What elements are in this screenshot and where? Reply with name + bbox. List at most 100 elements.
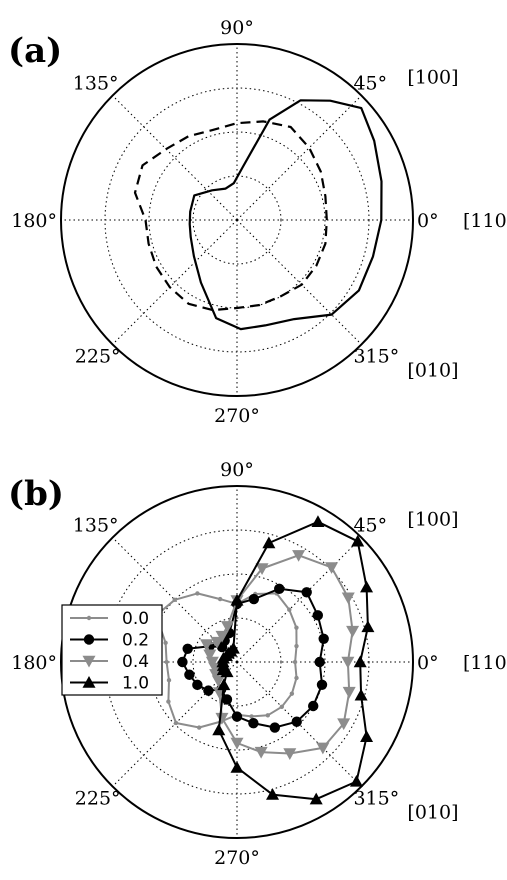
series-marker-0.4 xyxy=(341,592,355,605)
series-marker-0.0 xyxy=(289,691,295,696)
series-marker-1.0 xyxy=(361,620,375,633)
series-marker-0.0 xyxy=(294,675,299,681)
series-marker-1.0 xyxy=(212,723,226,736)
angle-label: 315° xyxy=(353,787,399,809)
legend-label-0.4: 0.4 xyxy=(122,652,149,672)
series-marker-0.0 xyxy=(265,713,270,718)
series-marker-0.2 xyxy=(274,583,285,595)
series-marker-0.4 xyxy=(200,639,214,651)
series-marker-0.4 xyxy=(292,550,306,562)
series-marker-1.0 xyxy=(353,655,367,668)
grid-spoke xyxy=(236,95,362,221)
angle-label: 225° xyxy=(75,345,121,367)
grid-spoke xyxy=(112,95,238,221)
series-marker-0.4 xyxy=(205,656,219,669)
angle-label: 180° xyxy=(11,652,57,674)
angle-label: 270° xyxy=(214,405,260,427)
series-marker-1.0 xyxy=(266,788,280,800)
series-marker-1.0 xyxy=(349,774,363,787)
series-marker-0.4 xyxy=(215,712,229,725)
direction-label-0: [110] xyxy=(463,210,507,232)
series-marker-0.4 xyxy=(211,675,225,688)
series-marker-0.0 xyxy=(249,714,254,719)
panel-label: (a) xyxy=(8,31,62,71)
series-marker-0.0 xyxy=(163,640,168,646)
series-marker-0.4 xyxy=(325,562,339,574)
series-line-dashed xyxy=(133,120,328,312)
angle-label: 225° xyxy=(75,787,121,809)
series-marker-0.2 xyxy=(314,656,325,668)
series-marker-0.0 xyxy=(166,699,171,704)
series-marker-0.4 xyxy=(215,630,229,643)
series-marker-0.2 xyxy=(177,656,188,668)
series-marker-0.4 xyxy=(230,737,244,750)
angle-label: 0° xyxy=(417,652,439,674)
angle-label: 45° xyxy=(353,515,387,537)
series-marker-0.0 xyxy=(173,720,179,726)
outer-circle xyxy=(60,485,414,839)
series-marker-0.0 xyxy=(172,597,177,602)
series-marker-1.0 xyxy=(217,678,231,691)
series-marker-0.4 xyxy=(254,746,268,759)
series-marker-0.0 xyxy=(294,625,299,630)
angle-label: 315° xyxy=(353,345,399,367)
series-marker-0.2 xyxy=(192,679,203,691)
angle-label: 270° xyxy=(214,847,260,869)
series-marker-0.4 xyxy=(255,563,269,575)
angle-label: 90° xyxy=(220,17,254,39)
series-marker-0.4 xyxy=(203,649,217,662)
series-marker-1.0 xyxy=(360,580,374,593)
outer-circle xyxy=(60,43,414,397)
series-marker-0.0 xyxy=(164,659,169,665)
angle-label: 135° xyxy=(73,515,119,537)
series-marker-1.0 xyxy=(311,515,325,527)
series-marker-0.0 xyxy=(195,591,200,596)
series-marker-0.2 xyxy=(318,633,329,644)
series-marker-0.2 xyxy=(269,722,281,733)
series-marker-0.2 xyxy=(184,669,195,680)
series-marker-1.0 xyxy=(230,593,244,606)
direction-label-315: [010] xyxy=(407,359,458,381)
series-marker-0.4 xyxy=(220,621,234,633)
series-marker-1.0 xyxy=(354,688,368,701)
legend-label-1.0: 1.0 xyxy=(122,674,149,694)
direction-label-315: [010] xyxy=(407,801,458,823)
series-marker-0.0 xyxy=(217,596,223,602)
direction-label-45: [100] xyxy=(407,509,458,531)
grid-ring xyxy=(148,131,326,309)
series-marker-0.2 xyxy=(291,716,302,727)
legend-label-0.2: 0.2 xyxy=(122,631,149,651)
angle-label: 0° xyxy=(417,210,439,232)
series-line-0.2 xyxy=(181,587,325,729)
series-marker-0.2 xyxy=(182,643,193,654)
series-marker-0.2 xyxy=(231,711,243,722)
legend-marker-0.2 xyxy=(83,634,95,645)
legend-marker-0.4 xyxy=(82,655,96,668)
series-marker-0.0 xyxy=(196,725,202,730)
series-marker-0.4 xyxy=(210,636,224,649)
series-marker-1.0 xyxy=(360,730,374,742)
series-marker-0.4 xyxy=(283,748,297,760)
series-marker-0.2 xyxy=(248,718,259,729)
series-marker-1.0 xyxy=(309,792,323,805)
series-marker-1.0 xyxy=(351,534,365,547)
series-marker-1.0 xyxy=(230,761,244,773)
legend-box xyxy=(61,604,163,696)
series-marker-0.2 xyxy=(308,700,319,712)
series-marker-0.0 xyxy=(292,659,298,665)
series-marker-0.2 xyxy=(312,610,323,621)
series-marker-0.4 xyxy=(316,742,330,755)
series-marker-0.2 xyxy=(216,641,228,653)
legend: 0.00.20.41.0 xyxy=(61,604,163,696)
series-line-solid xyxy=(188,99,383,331)
legend-marker-1.0 xyxy=(82,676,96,688)
panel-label: (b) xyxy=(8,474,64,514)
angle-label: 180° xyxy=(11,210,57,232)
angle-label: 45° xyxy=(353,73,387,95)
series-marker-0.0 xyxy=(279,704,285,710)
grid-ring xyxy=(192,617,282,707)
legend-marker-0.0 xyxy=(86,615,92,621)
series-marker-0.0 xyxy=(294,643,299,649)
direction-label-45: [100] xyxy=(407,67,458,89)
